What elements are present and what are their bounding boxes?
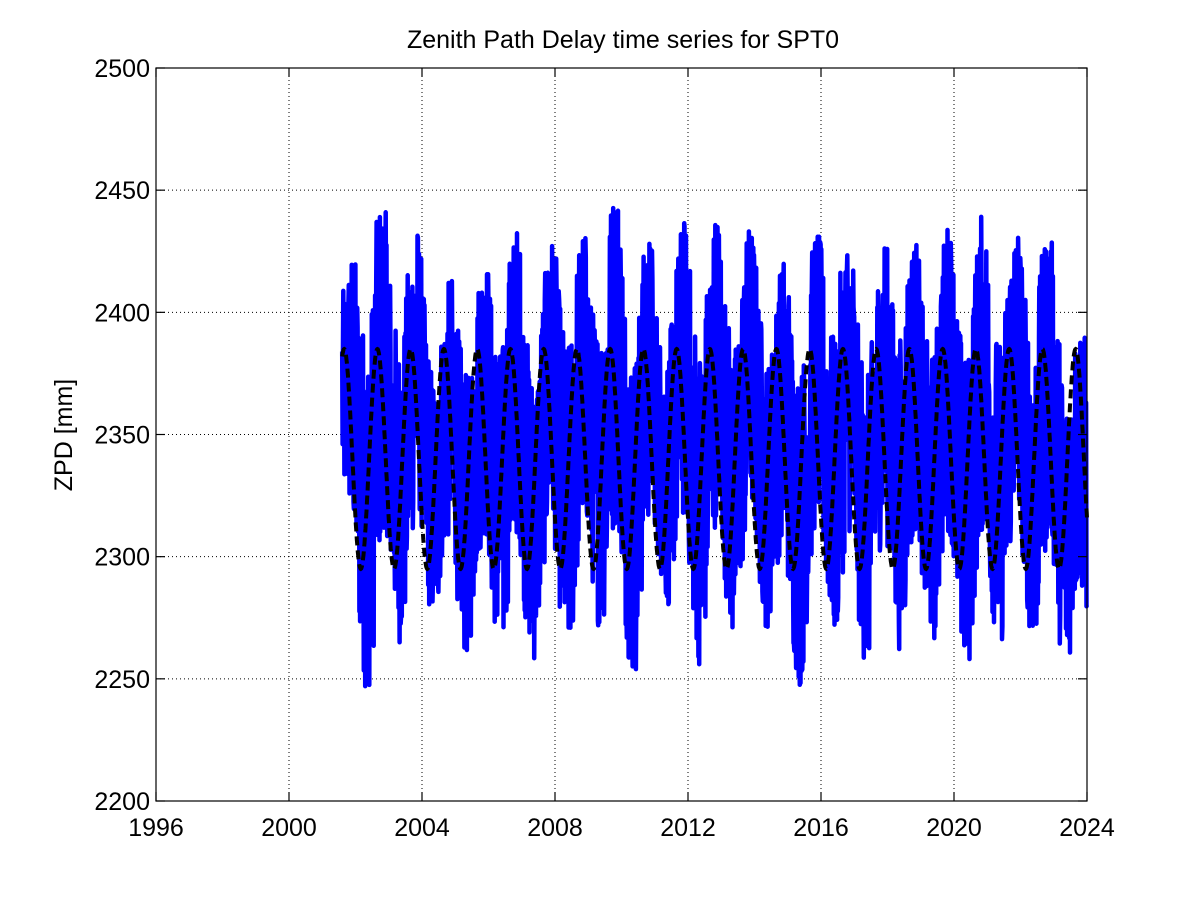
y-axis-label: ZPD [mm] (50, 379, 78, 492)
x-tick-label: 2016 (793, 814, 849, 842)
chart-title: Zenith Path Delay time series for SPT0 (407, 26, 839, 54)
x-tick-label: 1996 (128, 814, 184, 842)
y-tick-label: 2300 (94, 544, 150, 572)
y-tick-label: 2200 (94, 788, 150, 816)
y-tick-label: 2500 (94, 55, 150, 83)
x-tick-label: 2000 (261, 814, 317, 842)
plot-area: 1996 2000 2004 2008 2012 2016 2020 2024 2200 2250… (94, 55, 1115, 842)
y-tick-label: 2450 (94, 177, 150, 205)
y-tick-label: 2350 (94, 422, 150, 450)
x-tick-label: 2008 (527, 814, 583, 842)
x-tick-label: 2012 (660, 814, 716, 842)
x-tick-label: 2020 (926, 814, 982, 842)
axis-ticks: 1996 2000 2004 2008 2012 2016 2020 2024 2200 2250… (94, 55, 1115, 842)
x-tick-label: 2004 (394, 814, 450, 842)
y-tick-label: 2250 (94, 666, 150, 694)
y-tick-label: 2400 (94, 299, 150, 327)
series-seasonal-model (340, 346, 1089, 572)
x-tick-label: 2024 (1059, 814, 1115, 842)
seasonal-model-line (340, 346, 1089, 572)
